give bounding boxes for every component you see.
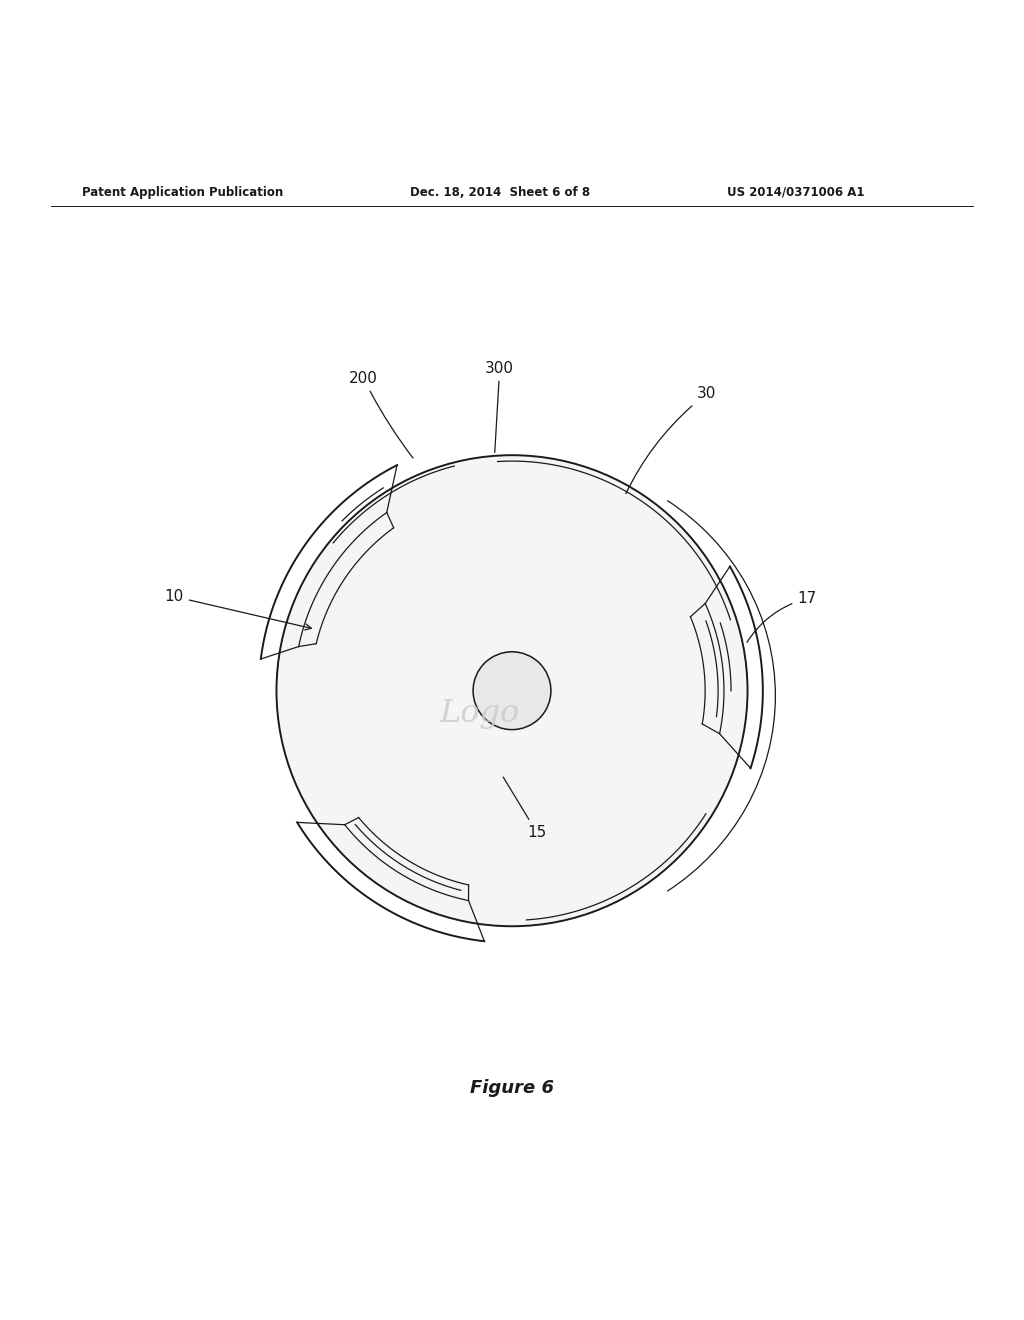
Text: 17: 17 xyxy=(746,591,816,643)
Text: 30: 30 xyxy=(626,387,716,494)
Text: 15: 15 xyxy=(503,777,546,840)
Text: 200: 200 xyxy=(349,371,413,458)
Text: Patent Application Publication: Patent Application Publication xyxy=(82,186,284,198)
Text: Dec. 18, 2014  Sheet 6 of 8: Dec. 18, 2014 Sheet 6 of 8 xyxy=(410,186,590,198)
Text: Logo: Logo xyxy=(439,698,519,729)
Text: US 2014/0371006 A1: US 2014/0371006 A1 xyxy=(727,186,864,198)
Text: 300: 300 xyxy=(485,360,514,453)
Text: Figure 6: Figure 6 xyxy=(470,1078,554,1097)
Text: 10: 10 xyxy=(165,589,311,630)
Circle shape xyxy=(473,652,551,730)
Circle shape xyxy=(276,455,748,927)
